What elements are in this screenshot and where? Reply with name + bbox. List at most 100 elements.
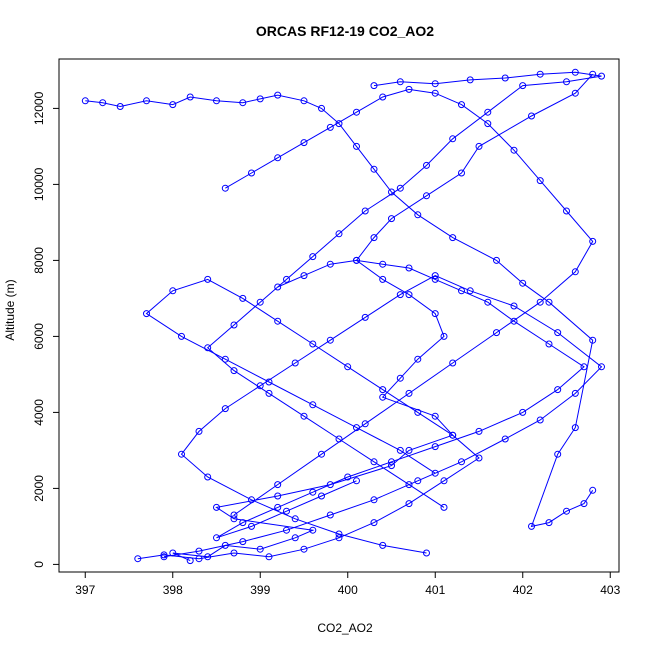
data-point bbox=[580, 363, 588, 371]
data-point bbox=[335, 230, 343, 238]
data-point bbox=[545, 298, 553, 306]
data-point bbox=[414, 211, 422, 219]
data-point bbox=[169, 287, 177, 295]
data-point bbox=[484, 108, 492, 116]
data-point bbox=[300, 97, 308, 105]
data-point bbox=[519, 408, 527, 416]
data-point bbox=[449, 135, 457, 143]
data-point bbox=[195, 547, 203, 555]
data-point bbox=[291, 515, 299, 523]
data-point bbox=[431, 310, 439, 318]
data-point bbox=[326, 511, 334, 519]
data-point bbox=[230, 515, 238, 523]
data-point bbox=[370, 496, 378, 504]
data-point bbox=[283, 526, 290, 534]
data-point bbox=[379, 541, 387, 549]
y-tick-label: 2000 bbox=[32, 475, 46, 502]
chart-title: ORCAS RF12-19 CO2_AO2 bbox=[256, 23, 434, 39]
data-point bbox=[265, 389, 273, 397]
data-point bbox=[501, 74, 509, 82]
data-point bbox=[178, 450, 185, 458]
y-tick-label: 6000 bbox=[32, 323, 46, 350]
data-point bbox=[589, 486, 597, 494]
data-point bbox=[414, 408, 422, 416]
data-point bbox=[370, 82, 378, 90]
data-point bbox=[204, 344, 212, 352]
data-point bbox=[195, 555, 203, 563]
data-point bbox=[256, 95, 264, 103]
data-point bbox=[554, 450, 562, 458]
data-point bbox=[396, 446, 404, 454]
data-point bbox=[519, 82, 527, 90]
data-point bbox=[160, 553, 168, 561]
data-point bbox=[353, 477, 360, 485]
data-point bbox=[379, 275, 387, 283]
data-point bbox=[440, 503, 448, 511]
plot-frame bbox=[58, 58, 620, 573]
data-point bbox=[484, 120, 492, 128]
data-point bbox=[335, 530, 343, 538]
data-point bbox=[274, 492, 282, 500]
data-point bbox=[326, 123, 334, 131]
data-point bbox=[396, 78, 404, 86]
data-point bbox=[423, 161, 430, 169]
data-point bbox=[143, 310, 150, 318]
data-point bbox=[239, 538, 247, 546]
data-point bbox=[545, 340, 553, 348]
x-tick-label: 403 bbox=[600, 583, 620, 597]
data-point bbox=[291, 534, 299, 542]
data-point bbox=[396, 291, 404, 299]
data-point bbox=[318, 104, 325, 112]
data-point bbox=[405, 291, 413, 299]
data-point bbox=[414, 355, 422, 363]
data-point bbox=[81, 97, 89, 105]
series-line bbox=[206, 71, 602, 508]
data-point bbox=[230, 321, 238, 329]
data-point bbox=[300, 139, 308, 147]
data-point bbox=[160, 551, 168, 559]
data-point bbox=[405, 500, 413, 508]
data-point bbox=[230, 511, 238, 519]
data-point bbox=[431, 80, 439, 88]
data-point bbox=[309, 253, 317, 261]
data-point bbox=[598, 72, 605, 80]
x-tick-label: 400 bbox=[338, 583, 358, 597]
data-point bbox=[256, 298, 264, 306]
data-point bbox=[248, 169, 255, 177]
data-point bbox=[239, 294, 247, 302]
data-point bbox=[466, 76, 474, 84]
data-point bbox=[554, 329, 562, 337]
data-point bbox=[388, 462, 395, 470]
data-point bbox=[274, 503, 282, 511]
data-point bbox=[388, 215, 395, 223]
data-point bbox=[571, 68, 579, 76]
data-point bbox=[536, 298, 544, 306]
data-point bbox=[204, 473, 212, 481]
data-point bbox=[528, 112, 535, 120]
data-point bbox=[361, 313, 369, 321]
data-point bbox=[353, 108, 360, 116]
data-point bbox=[414, 477, 422, 485]
data-point bbox=[291, 359, 299, 367]
data-point bbox=[379, 93, 387, 101]
data-point bbox=[449, 431, 457, 439]
data-point bbox=[501, 435, 509, 443]
data-point bbox=[493, 256, 500, 264]
data-point bbox=[405, 446, 413, 454]
data-point bbox=[370, 234, 378, 242]
data-point bbox=[563, 507, 570, 515]
data-point bbox=[318, 492, 325, 500]
data-point bbox=[536, 416, 544, 424]
data-point bbox=[423, 549, 430, 557]
data-point bbox=[571, 89, 579, 97]
x-tick-label: 398 bbox=[163, 583, 183, 597]
data-point bbox=[300, 545, 308, 553]
data-point bbox=[274, 91, 282, 99]
data-point bbox=[353, 256, 360, 264]
data-point bbox=[204, 275, 212, 283]
data-point bbox=[598, 363, 605, 371]
data-point bbox=[405, 389, 413, 397]
data-point bbox=[458, 287, 465, 295]
